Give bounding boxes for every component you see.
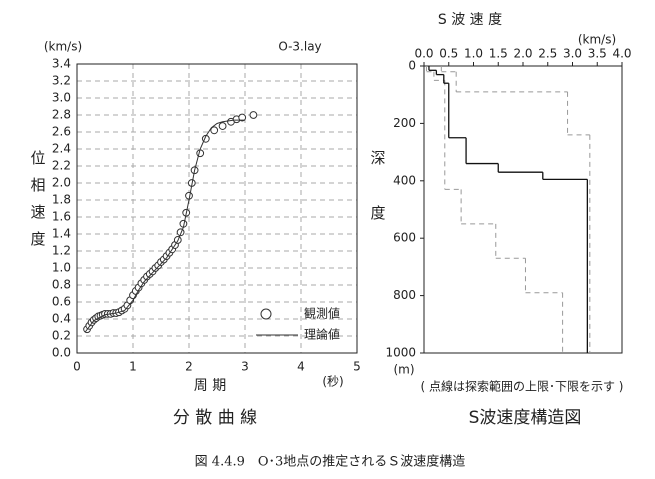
y-tick-label: 0.4 [52,312,71,326]
x-tick-label: 1.5 [489,47,508,61]
y-tick-label: 800 [393,288,416,302]
data-point [210,126,219,135]
figure-caption: 図 4.4.9 O･3地点の推定されるＳ波速度構造 [195,454,466,470]
x-tick-label: 3.5 [588,47,607,61]
x-tick-label: 0 [73,360,81,374]
x-tick-label: 1.0 [464,47,483,61]
y-axis-label: 深度 [369,150,387,260]
y-tick-label: 2.6 [52,125,71,139]
note: ( 点線は探索範囲の上限･下限を示す ) [421,379,624,394]
y-tick-label: 2.0 [52,176,71,190]
legend-label: 観測値 [304,306,340,321]
data-point [238,113,247,122]
y-tick-label: 200 [393,116,416,130]
x-tick-label: 0.0 [414,47,433,61]
y-tick-label: 0.2 [52,329,71,343]
y-tick-label: 0.6 [52,295,71,309]
y-tick-label: 3.0 [52,91,71,105]
legend-marker [260,308,272,320]
chart-title: S 波 速 度 [438,12,502,28]
x-tick-label: 3.0 [563,47,582,61]
x-tick-label: 2.0 [513,47,532,61]
y-tick-label: 600 [393,231,416,245]
y-tick-label: 3.2 [52,74,71,88]
y-axis-label: 位相速度 [29,150,47,258]
plot-frame [76,63,358,354]
x-tick-label: 3 [241,360,249,374]
plot-frame [423,65,623,354]
y-tick-label: 1.4 [52,227,71,241]
y-tick-label: 1.8 [52,193,71,207]
x-tick-label: 2.5 [538,47,557,61]
y-tick-label: 400 [393,173,416,187]
x-axis-label: 周 期 [194,378,226,394]
x-tick-label: 5 [353,360,361,374]
y-tick-label: 3.4 [52,57,71,71]
x-axis-unit: (秒) [322,375,343,389]
y-tick-label: 1.0 [52,261,71,275]
y-tick-label: 2.4 [52,142,71,156]
y-tick-label: 0 [408,59,416,73]
x-tick-label: 4 [297,360,305,374]
y-tick-label: 1.6 [52,210,71,224]
data-point [249,111,258,119]
x-tick-label: 1 [129,360,137,374]
data-point [218,122,227,130]
y-tick-label: 2.8 [52,108,71,122]
chart-caption: S波速度構造図 [469,408,582,428]
y-tick-label: 1.2 [52,244,71,258]
legend-label: 理論値 [304,327,340,342]
y-tick-label: 0.8 [52,278,71,292]
y-tick-label: 0.0 [52,346,71,360]
x-tick-label: 2 [185,360,193,374]
x-tick-label: 0.5 [439,47,458,61]
y-tick-label: 1000 [385,346,416,360]
unit-label: (km/s) [44,40,82,54]
chart-caption: 分 散 曲 線 [173,408,257,428]
x-tick-label: 4.0 [612,47,631,61]
y-tick-label: 2.2 [52,159,71,173]
y-axis-unit: (m) [393,363,414,377]
unit-label: (km/s) [578,33,616,47]
annotation: O-3.lay [278,40,321,54]
curve [85,119,245,333]
